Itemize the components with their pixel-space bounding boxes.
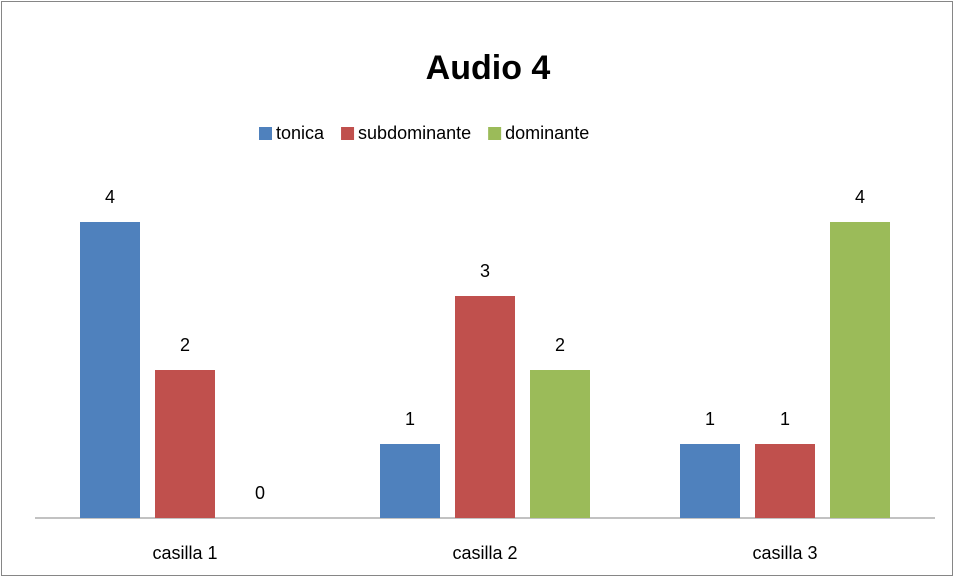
data-label: 2: [555, 335, 565, 355]
legend-swatch: [259, 127, 272, 140]
legend-swatch: [341, 127, 355, 140]
bar: [80, 222, 140, 518]
data-label: 4: [855, 187, 865, 207]
data-label: 0: [255, 483, 265, 503]
legend-label: subdominante: [358, 123, 471, 143]
data-label: 2: [180, 335, 190, 355]
bar: [755, 444, 815, 518]
legend-label: dominante: [505, 123, 589, 143]
data-label: 1: [405, 409, 415, 429]
bar: [680, 444, 740, 518]
data-label: 4: [105, 187, 115, 207]
x-tick-label: casilla 2: [452, 543, 517, 563]
bar: [155, 370, 215, 518]
data-label: 1: [705, 409, 715, 429]
legend-swatch: [488, 127, 502, 140]
bar: [380, 444, 440, 518]
x-tick-label: casilla 3: [752, 543, 817, 563]
legend-label: tonica: [276, 123, 325, 143]
bar: [530, 370, 590, 518]
x-tick-label: casilla 1: [152, 543, 217, 563]
bar: [455, 296, 515, 518]
data-label: 1: [780, 409, 790, 429]
bar: [830, 222, 890, 518]
chart-title: Audio 4: [426, 49, 551, 87]
data-label: 3: [480, 261, 490, 281]
